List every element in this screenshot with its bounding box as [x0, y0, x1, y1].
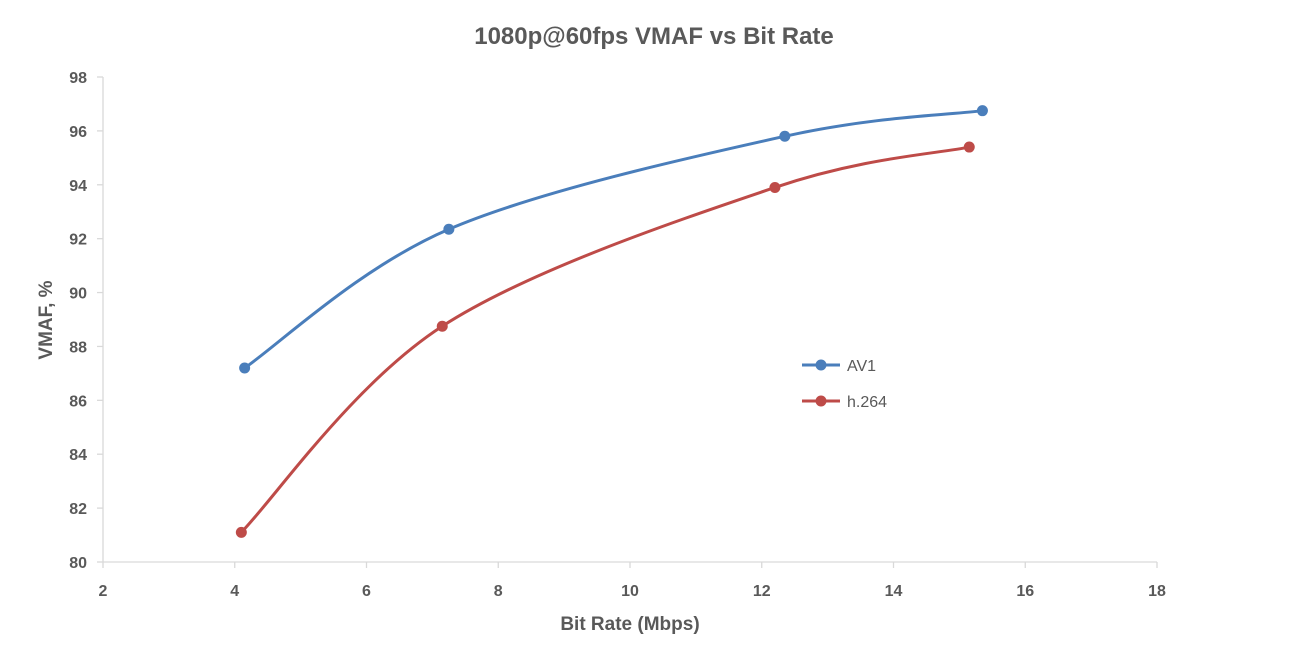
x-tick-label: 10	[621, 583, 639, 600]
legend-label-av1: AV1	[847, 358, 876, 375]
data-point-av1	[443, 223, 455, 235]
y-tick-label: 88	[69, 339, 87, 356]
data-point-h-264	[235, 526, 247, 538]
data-point-av1	[779, 130, 791, 142]
legend-label-h-264: h.264	[847, 394, 887, 411]
legend: AV1 h.264	[802, 358, 887, 411]
data-point-h-264	[963, 141, 975, 153]
data-point-h-264	[769, 181, 781, 193]
y-axis-ticks: 80 82 84 86 88 90 92 94 96 98	[69, 70, 103, 572]
y-tick-label: 96	[69, 124, 87, 141]
y-tick-label: 90	[69, 286, 87, 303]
y-axis-label: VMAF, %	[36, 280, 57, 359]
x-tick-label: 6	[362, 583, 371, 600]
data-point-av1	[976, 105, 988, 117]
y-tick-label: 94	[69, 178, 87, 195]
series-av1	[239, 105, 988, 374]
legend-marker-h-264	[815, 395, 827, 407]
legend-item-av1: AV1	[802, 358, 876, 375]
y-tick-label: 86	[69, 393, 87, 410]
legend-marker-av1	[815, 359, 827, 371]
chart-title: 1080p@60fps VMAF vs Bit Rate	[474, 23, 834, 50]
series-line-h-264	[239, 145, 971, 534]
x-tick-label: 14	[885, 583, 903, 600]
x-axis-label: Bit Rate (Mbps)	[560, 614, 699, 635]
y-tick-label: 82	[69, 501, 87, 518]
x-tick-label: 2	[99, 583, 108, 600]
x-axis-ticks: 2 4 6 8 10 12 14 16 18	[99, 562, 1166, 600]
x-tick-label: 8	[494, 583, 503, 600]
data-point-h-264	[436, 320, 448, 332]
y-tick-label: 84	[69, 447, 87, 464]
x-tick-label: 18	[1148, 583, 1166, 600]
series-h-264	[235, 141, 975, 538]
legend-item-h-264: h.264	[802, 394, 887, 411]
y-tick-label: 98	[69, 70, 87, 87]
series-layer	[235, 105, 988, 538]
y-tick-label: 80	[69, 555, 87, 572]
y-tick-label: 92	[69, 232, 87, 249]
x-tick-label: 16	[1016, 583, 1034, 600]
x-tick-label: 12	[753, 583, 771, 600]
x-tick-label: 4	[230, 583, 239, 600]
data-point-av1	[239, 362, 251, 374]
series-line-av1	[243, 109, 984, 370]
